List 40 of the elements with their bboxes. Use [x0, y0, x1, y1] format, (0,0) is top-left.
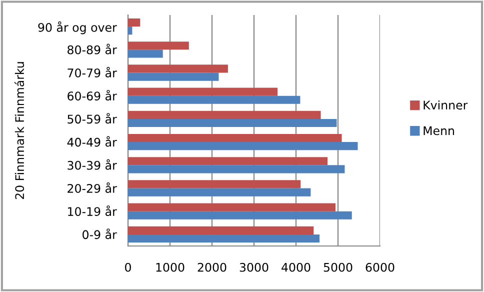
bar [128, 42, 189, 50]
bar [128, 211, 352, 220]
bar [128, 64, 228, 73]
bar [128, 188, 311, 196]
y-tick-label: 20-29 år [68, 182, 117, 193]
x-tick-label: 1000 [156, 262, 184, 272]
bar [128, 234, 320, 243]
y-tick-label: 30-39 år [68, 159, 117, 170]
y-tick-label: 60-69 år [68, 90, 117, 101]
x-tick-label: 5000 [324, 262, 352, 272]
bar [128, 118, 337, 128]
y-tick-label: 90 år og over [38, 21, 117, 34]
bar [128, 72, 219, 81]
bar [128, 142, 358, 150]
y-tick-label: 0-9 år [82, 228, 117, 240]
bar [128, 134, 342, 142]
bar [128, 180, 301, 188]
y-tick-label: 50-59 år [68, 113, 117, 124]
x-tick-label: 4000 [282, 262, 310, 272]
bar [128, 96, 300, 104]
y-tick-label: 70-79 år [68, 66, 117, 78]
bar [128, 157, 328, 166]
y-tick-label: 80-89 år [68, 44, 117, 54]
x-tick-label: 2000 [198, 262, 226, 272]
bar [128, 50, 163, 58]
bar [128, 18, 140, 27]
bar [128, 88, 278, 96]
x-tick-label: 0 [125, 262, 131, 272]
legend-label: Menn [424, 126, 454, 136]
y-axis-title: 20 Finnmark Finnmárku [14, 62, 24, 200]
y-tick-label: 10-19 år [68, 205, 117, 216]
bar [128, 110, 321, 119]
bar [128, 26, 132, 35]
legend-label: Kvinner [424, 100, 468, 110]
bar [128, 203, 336, 212]
bar [128, 165, 345, 174]
x-tick-label: 6000 [366, 262, 394, 272]
x-tick-label: 3000 [240, 262, 268, 272]
bar [128, 226, 314, 234]
y-tick-label: 40-49 år [67, 136, 117, 147]
